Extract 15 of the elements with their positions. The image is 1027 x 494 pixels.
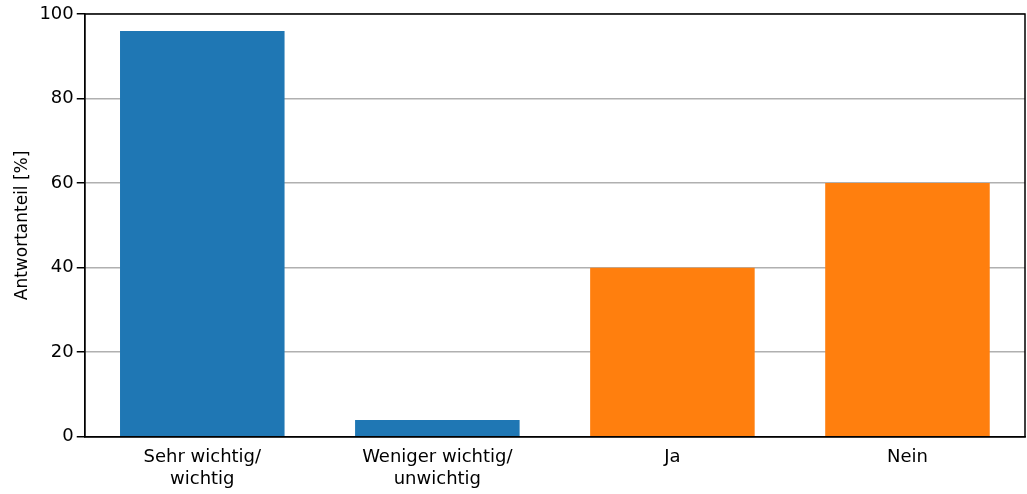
x-tick-label: Sehr wichtig/ wichtig [143,445,263,488]
y-tick-label: 60 [50,170,74,192]
y-tick-label: 40 [50,255,74,277]
x-tick-label: Nein [886,445,928,467]
y-tick-label: 0 [62,424,74,446]
x-tick-label: Ja [663,445,681,467]
bar [590,267,755,437]
y-axis-title: Antwortanteil [%] [10,150,31,301]
y-tick-label: 100 [39,1,74,23]
y-tick-label: 80 [50,86,74,108]
bar [355,419,520,437]
y-tick-label: 20 [50,339,74,361]
bar [120,30,285,437]
bar [825,183,990,437]
x-tick-label: Weniger wichtig/ unwichtig [362,445,514,488]
